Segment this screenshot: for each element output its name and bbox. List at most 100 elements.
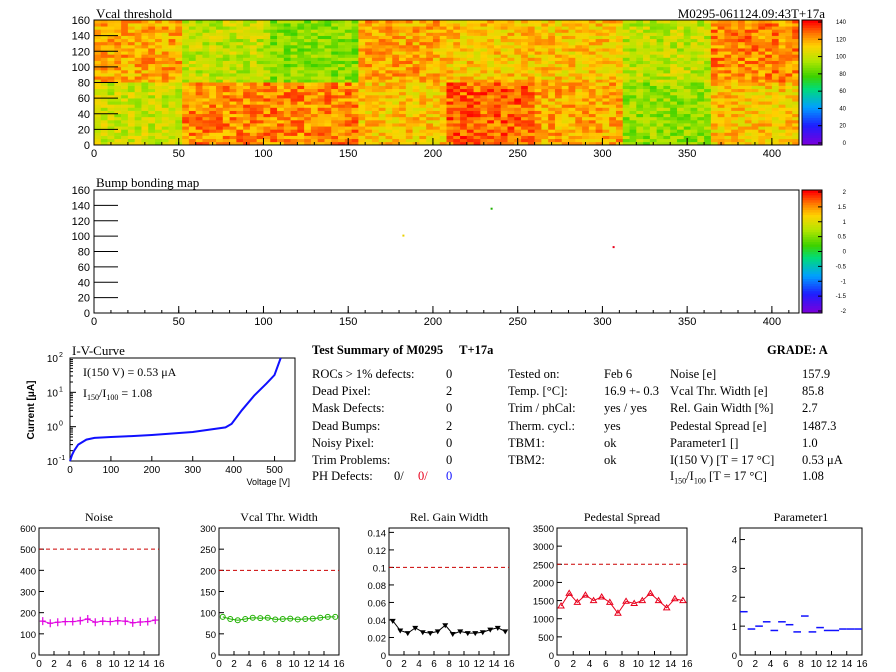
vcal-cell bbox=[758, 23, 766, 27]
vcal-cell bbox=[575, 51, 583, 55]
vcal-cell bbox=[527, 123, 535, 127]
vcal-cell bbox=[229, 110, 237, 115]
vcal-cell bbox=[107, 138, 115, 143]
vcal-cell bbox=[778, 45, 786, 49]
vcal-cell bbox=[758, 123, 766, 127]
bump-palette-band bbox=[802, 229, 822, 233]
vcal-cell bbox=[365, 76, 373, 80]
vcal-cell bbox=[683, 54, 691, 58]
vcal-cell bbox=[731, 32, 739, 36]
vcal-cell bbox=[744, 57, 752, 61]
vcal-cell bbox=[243, 38, 251, 43]
vcal-cell bbox=[405, 35, 413, 40]
vcal-cell bbox=[643, 110, 651, 115]
vcal-cell bbox=[548, 126, 556, 130]
vcal-cell bbox=[202, 120, 210, 124]
vcal-cell bbox=[765, 35, 773, 40]
vcal-cell bbox=[155, 79, 163, 83]
vcal-cell bbox=[371, 101, 380, 105]
vcal-cell bbox=[148, 73, 156, 77]
vcal-cell bbox=[744, 32, 752, 36]
vcal-cell bbox=[561, 45, 569, 49]
vcal-cell bbox=[324, 35, 332, 40]
vcal-cell bbox=[277, 95, 285, 99]
vcal-cell bbox=[636, 91, 644, 96]
iv-y-tick-label: 10 bbox=[47, 388, 59, 399]
vcal-cell bbox=[378, 66, 386, 71]
vcal-cell bbox=[100, 23, 108, 27]
vcal-cell bbox=[446, 38, 454, 43]
vcal-cell bbox=[412, 110, 420, 115]
vcal-cell bbox=[141, 29, 149, 33]
vcal-cell bbox=[168, 116, 176, 121]
roc-x-tick-label: 8 bbox=[446, 659, 452, 670]
vcal-cell bbox=[134, 35, 142, 40]
bump-color-palette: 21.510.50-0.5-1-1.5-2 bbox=[801, 189, 847, 315]
roc-data-point bbox=[114, 616, 121, 625]
vcal-cell bbox=[615, 138, 624, 143]
vcal-cell bbox=[765, 116, 773, 121]
vcal-cell bbox=[690, 141, 698, 146]
vcal-cell bbox=[317, 60, 325, 65]
vcal-cell bbox=[771, 82, 779, 86]
vcal-cell bbox=[765, 73, 773, 77]
vcal-cell bbox=[331, 110, 339, 115]
vcal-cell bbox=[649, 85, 657, 90]
vcal-cell bbox=[487, 113, 495, 118]
vcal-cell bbox=[351, 104, 359, 108]
vcal-cell bbox=[222, 85, 230, 90]
vcal-cell bbox=[656, 41, 664, 46]
vcal-cell bbox=[521, 85, 529, 90]
vcal-cell bbox=[283, 79, 291, 83]
vcal-cell bbox=[561, 98, 569, 102]
vcal-cell bbox=[134, 51, 142, 55]
vcal-cell bbox=[724, 66, 732, 71]
vcal-cell bbox=[554, 76, 563, 80]
vcal-cell bbox=[195, 110, 203, 115]
vcal-cell bbox=[771, 26, 779, 30]
vcal-cell bbox=[636, 104, 644, 108]
vcal-cell bbox=[480, 32, 488, 36]
vcal-cell bbox=[216, 91, 224, 96]
vcal-cell bbox=[297, 82, 305, 86]
vcal-cell bbox=[161, 138, 169, 143]
vcal-cell bbox=[426, 41, 434, 46]
vcal-cell bbox=[283, 48, 291, 52]
vcal-cell bbox=[412, 116, 420, 121]
vcal-cell bbox=[785, 54, 793, 58]
vcal-cell bbox=[127, 79, 135, 83]
vcal-cell bbox=[385, 129, 393, 133]
roc-x-tick-label: 2 bbox=[570, 659, 576, 670]
vcal-cell bbox=[188, 104, 196, 108]
vcal-cell bbox=[521, 48, 529, 52]
vcal-cell bbox=[385, 95, 393, 99]
vcal-cell bbox=[588, 116, 596, 121]
vcal-cell bbox=[751, 82, 759, 86]
vcal-cell bbox=[704, 35, 712, 40]
vcal-cell bbox=[453, 23, 461, 27]
roc-data-point bbox=[234, 617, 241, 624]
vcal-cell bbox=[324, 70, 332, 74]
vcal-cell bbox=[216, 51, 224, 55]
vcal-cell bbox=[182, 63, 190, 68]
vcal-cell bbox=[751, 48, 759, 52]
vcal-cell bbox=[649, 48, 657, 52]
vcal-cell bbox=[168, 91, 176, 96]
vcal-cell bbox=[283, 29, 291, 33]
vcal-cell bbox=[107, 110, 115, 115]
vcal-cell bbox=[195, 85, 203, 90]
vcal-cell bbox=[216, 129, 224, 133]
vcal-cell bbox=[283, 32, 291, 36]
vcal-cell bbox=[161, 110, 169, 115]
vcal-cell bbox=[521, 113, 529, 118]
vcal-cell bbox=[94, 98, 102, 102]
bump-palette-band bbox=[802, 236, 822, 240]
vcal-cell bbox=[670, 54, 678, 58]
vcal-cell bbox=[649, 54, 657, 58]
vcal-cell bbox=[683, 88, 691, 93]
vcal-cell bbox=[575, 116, 583, 121]
vcal-cell bbox=[460, 104, 468, 108]
vcal-cell bbox=[697, 70, 705, 74]
vcal-cell bbox=[649, 101, 657, 105]
vcal-cell bbox=[310, 35, 318, 40]
